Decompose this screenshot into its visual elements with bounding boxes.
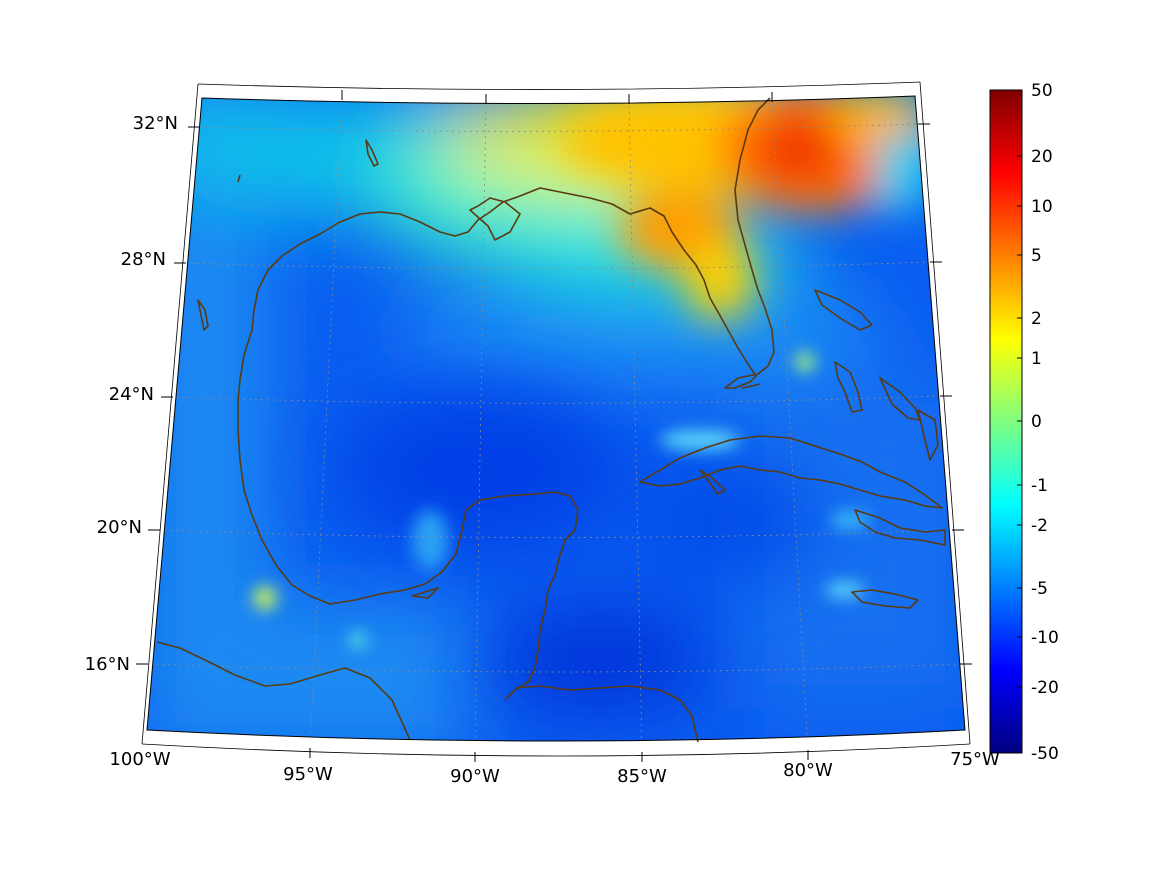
coastline: [156, 97, 946, 743]
map-frame-left-outer: [141, 83, 199, 745]
lon-label-75w: 75°W: [950, 749, 1000, 770]
colorbar-ticks: [1017, 155, 1022, 688]
map-frame: [146, 95, 966, 742]
lon-label-95w: 95°W: [283, 764, 333, 785]
lon-labels: 100°W 95°W 90°W 85°W 80°W 75°W: [109, 749, 1000, 787]
data-field: [147, 96, 965, 741]
map-frame-bottom-outer: [141, 743, 971, 757]
lat-label-28n: 28°N: [121, 249, 166, 270]
colorbar: 50 20 10 5 2 1 0 -1 -2 -5 -10 -20 -50: [989, 81, 1059, 764]
colorbar-label-neg5: -5: [1031, 579, 1048, 599]
colorbar-label-20: 20: [1031, 147, 1053, 167]
lat-label-16n: 16°N: [85, 654, 130, 675]
colorbar-label-5: 5: [1031, 246, 1042, 266]
lat-label-24n: 24°N: [109, 384, 154, 405]
colorbar-label-neg1: -1: [1031, 476, 1048, 496]
lat-label-32n: 32°N: [133, 113, 178, 134]
colorbar-label-0: 0: [1031, 412, 1042, 432]
colorbar-label-neg20: -20: [1031, 678, 1059, 698]
colorbar-label-10: 10: [1031, 197, 1053, 217]
map-frame-top-outer: [197, 81, 921, 90]
colorbar-gradient: [989, 89, 1023, 754]
colorbar-label-50: 50: [1031, 81, 1053, 101]
lat-labels: 32°N 28°N 24°N 20°N 16°N: [85, 113, 178, 675]
lon-label-85w: 85°W: [617, 766, 667, 787]
colorbar-label-2: 2: [1031, 309, 1042, 329]
frame-ticks: [136, 90, 972, 762]
lon-label-90w: 90°W: [450, 766, 500, 787]
lat-label-20n: 20°N: [97, 517, 142, 538]
colorbar-label-neg50: -50: [1031, 744, 1059, 764]
lon-label-100w: 100°W: [109, 749, 170, 770]
graticule: [149, 96, 961, 741]
colorbar-label-neg2: -2: [1031, 516, 1048, 536]
map-frame-right-outer: [919, 81, 971, 745]
lon-label-80w: 80°W: [783, 760, 833, 781]
colorbar-label-neg10: -10: [1031, 628, 1059, 648]
colorbar-label-1: 1: [1031, 349, 1042, 369]
